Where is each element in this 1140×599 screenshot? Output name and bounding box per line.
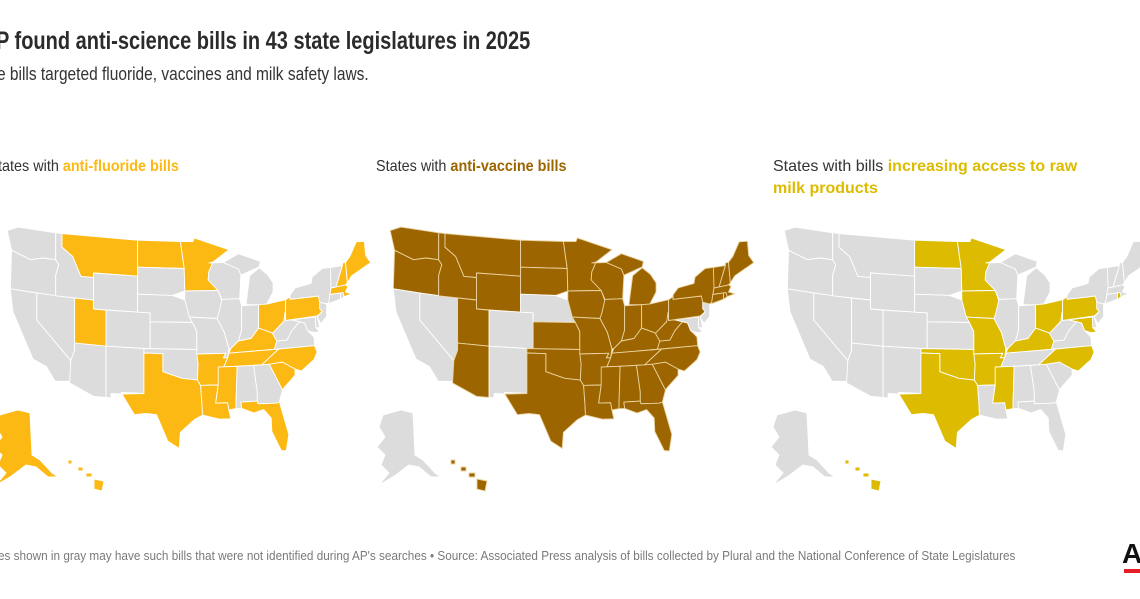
map-anti-vaccine (376, 226, 755, 492)
state-ks (926, 321, 975, 350)
state-tx (504, 352, 586, 449)
state-hi (468, 472, 476, 478)
state-nd (520, 239, 568, 269)
state-sd (914, 266, 963, 296)
state-ak (770, 409, 836, 486)
state-fl (1017, 400, 1067, 452)
state-ct (328, 292, 341, 305)
state-nj (316, 301, 328, 325)
state-hi (77, 466, 84, 472)
state-co (882, 309, 928, 350)
state-mi (999, 253, 1038, 276)
state-ri (723, 292, 728, 300)
state-az (69, 342, 107, 398)
state-hi (67, 459, 73, 465)
state-wy (476, 272, 522, 313)
state-hi (870, 478, 882, 492)
state-me (1122, 240, 1140, 284)
state-ia (567, 290, 606, 319)
state-hi (85, 472, 93, 478)
state-az (846, 342, 884, 398)
state-sd (137, 266, 186, 296)
heading-highlight: increasing access to raw milk products (773, 158, 1078, 197)
state-nj (1093, 301, 1105, 325)
state-ak (0, 409, 59, 484)
state-hi (476, 478, 488, 492)
state-ia (961, 290, 1000, 319)
state-nd (914, 239, 962, 269)
state-sd (520, 266, 569, 296)
chart-title: P found anti-science bills in 43 state l… (0, 27, 531, 55)
state-nm (105, 345, 145, 399)
state-hi (460, 466, 467, 472)
state-ks (149, 321, 198, 350)
state-tx (121, 352, 203, 449)
state-hi (854, 466, 861, 472)
state-nm (488, 345, 528, 399)
heading-prefix: States with (376, 158, 451, 175)
state-ri (1117, 292, 1122, 300)
chart-subtitle: e bills targeted fluoride, vaccines and … (0, 64, 369, 84)
state-mi (605, 253, 644, 276)
panel-heading-raw-milk: States with bills increasing access to r… (773, 156, 1108, 200)
state-me (728, 240, 755, 284)
state-ak (376, 409, 442, 486)
panel-heading-vaccine: States with anti-vaccine bills (376, 156, 736, 178)
state-hi (862, 472, 870, 478)
state-mi (245, 267, 274, 306)
state-ia (184, 290, 223, 319)
state-nm (882, 345, 922, 399)
state-co (488, 309, 534, 350)
heading-prefix: tates with (0, 158, 63, 175)
state-tx (898, 352, 980, 449)
state-ks (532, 321, 581, 350)
state-hi (93, 478, 105, 492)
state-nj (699, 301, 711, 325)
state-fl (240, 400, 290, 452)
state-fl (623, 400, 673, 452)
state-mi (1022, 267, 1051, 306)
state-hi (844, 459, 850, 465)
heading-highlight: anti-fluoride bills (62, 158, 179, 175)
state-wy (93, 272, 139, 313)
state-ct (1105, 292, 1118, 305)
state-ct (711, 292, 724, 305)
state-nd (137, 239, 185, 269)
state-az (452, 342, 490, 398)
state-mi (628, 267, 657, 306)
footer-note: es shown in gray may have such bills tha… (0, 549, 1016, 563)
map-anti-fluoride (0, 226, 372, 492)
state-co (105, 309, 151, 350)
state-wy (870, 272, 916, 313)
heading-highlight: anti-vaccine bills (450, 158, 567, 175)
ap-logo: A (1122, 540, 1140, 576)
panel-heading-fluoride: tates with anti-fluoride bills (0, 156, 358, 178)
state-hi (450, 459, 456, 465)
state-ri (340, 292, 345, 300)
heading-prefix: States with bills (773, 158, 888, 175)
state-mi (222, 253, 261, 276)
state-me (345, 240, 372, 284)
map-raw-milk (770, 226, 1140, 492)
